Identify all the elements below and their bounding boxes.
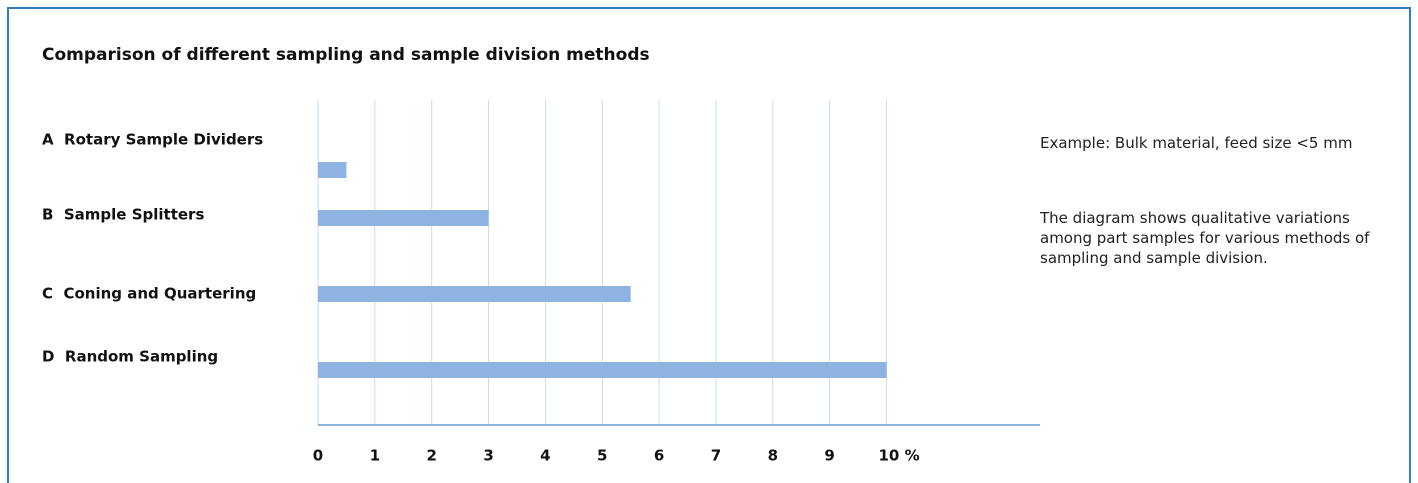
bar — [318, 162, 346, 178]
x-tick-label: 10 % — [879, 447, 920, 465]
bar — [318, 210, 489, 226]
chart-title: Comparison of different sampling and sam… — [42, 45, 650, 65]
x-tick-label: 3 — [483, 447, 493, 465]
category-label: A Rotary Sample Dividers — [42, 131, 263, 149]
page: Comparison of different sampling and sam… — [0, 0, 1418, 483]
annotation: Example: Bulk material, feed size <5 mm — [1040, 133, 1370, 153]
x-tick-label: 1 — [370, 447, 380, 465]
category-label: D Random Sampling — [42, 348, 218, 366]
x-tick-label: 7 — [711, 447, 721, 465]
x-tick-label: 9 — [824, 447, 834, 465]
bar — [318, 362, 887, 378]
annotation: The diagram shows qualitative variations… — [1040, 208, 1370, 268]
x-tick-label: 4 — [540, 447, 550, 465]
category-label: C Coning and Quartering — [42, 285, 256, 303]
x-tick-label: 8 — [768, 447, 778, 465]
x-tick-label: 6 — [654, 447, 664, 465]
x-tick-label: 0 — [313, 447, 323, 465]
x-tick-label: 5 — [597, 447, 607, 465]
bar — [318, 286, 631, 302]
x-tick-label: 2 — [426, 447, 436, 465]
category-label: B Sample Splitters — [42, 206, 204, 224]
